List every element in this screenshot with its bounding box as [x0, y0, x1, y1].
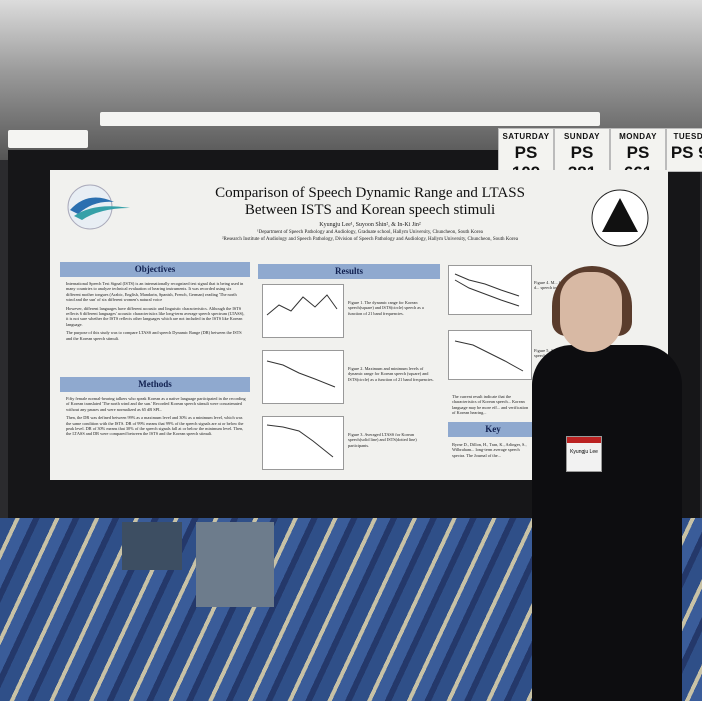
figure-plot [448, 330, 532, 380]
figure-plot [448, 265, 532, 315]
plot-line [266, 424, 334, 458]
title-line: Comparison of Speech Dynamic Range and L… [215, 185, 525, 201]
schedule-day: SATURDAY [502, 132, 550, 141]
objective-paragraph: The purpose of this study was to compare… [66, 330, 242, 341]
figure-caption: Figure 1. The dynamic range for Korean s… [348, 300, 424, 316]
references: Byrne D., Dillon, H., Tran, K., Arlinger… [452, 442, 527, 458]
section-heading: Results [258, 264, 440, 279]
authors: Kyungju Lee¹, Suyoon Shin², & In-Ki Jin² [319, 222, 421, 228]
plot-line [266, 360, 336, 388]
schedule-day: TUESDAY [673, 132, 702, 141]
figure-caption: Figure 3. Averaged LTASS for Korean spee… [348, 432, 417, 448]
presenter-face [560, 272, 622, 352]
figure-plot [262, 416, 344, 470]
logo-society [591, 189, 649, 247]
figure-plot [262, 350, 344, 404]
figure-plot [262, 284, 344, 338]
plot [262, 284, 344, 338]
method-paragraph: Then, the DR was defined between 99% as … [66, 415, 244, 437]
schedule-day: MONDAY [619, 132, 657, 141]
results-column: Results [258, 264, 440, 279]
plot [448, 330, 532, 380]
ceiling-light [100, 112, 600, 126]
schedule-code: PS 93 [670, 143, 702, 162]
objective-paragraph: International Speech Test Signal (ISTS) … [66, 281, 244, 303]
poster: Comparison of Speech Dynamic Range and L… [50, 170, 668, 480]
objective-paragraph: However, different languages have differ… [66, 305, 245, 327]
logo-waves [67, 184, 130, 230]
figure-caption: Figure 4. M... levels of d... speech in … [534, 280, 574, 291]
presenter [532, 345, 682, 701]
ceiling-light [8, 130, 88, 148]
section-heading: Key [448, 422, 538, 437]
figure-caption: Figure 2. Maximum and minimum levels of … [348, 366, 434, 382]
conclusion-text: The current result indicate that the cha… [452, 394, 529, 416]
section-heading: Methods [60, 377, 250, 392]
objectives-column: Objectives International Speech Test Sig… [60, 262, 250, 344]
plot-line [266, 294, 338, 316]
section-heading: Objectives [60, 262, 250, 277]
schedule-sign: TUESDAY PS 93 [666, 128, 702, 172]
poster-title: Comparison of Speech Dynamic Range and L… [160, 185, 580, 219]
plot [262, 416, 344, 470]
visitor-legs [122, 522, 182, 570]
badge-name: Kyungju Lee [570, 449, 598, 455]
title-line: Between ISTS and Korean speech stimuli [244, 202, 496, 218]
methods-column: Methods Fifty female normal-hearing talk… [60, 377, 250, 440]
method-paragraph: Fifty female normal-hearing talkers who … [66, 396, 246, 412]
plot [448, 265, 532, 315]
affiliation: ¹Department of Speech Pathology and Audi… [257, 230, 483, 235]
schedule-day: SUNDAY [563, 132, 601, 141]
visitor-legs [196, 522, 274, 607]
name-badge: Kyungju Lee [566, 436, 602, 472]
affiliation: ²Research Institute of Audiology and Spe… [222, 237, 518, 242]
plot [262, 350, 344, 404]
